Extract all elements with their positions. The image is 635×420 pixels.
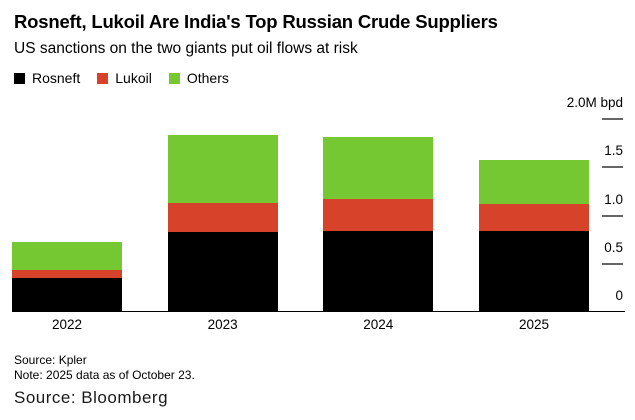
bar-segment-lukoil-2023: [167, 202, 278, 232]
y-tick-mark: [602, 118, 623, 120]
bar-segment-rosneft-2023: [167, 231, 278, 311]
y-tick-label-1.5: 1.5: [604, 143, 623, 159]
y-tick-mark: [602, 214, 623, 217]
y-tick-label-2.0m-bpd: 2.0M bpd: [566, 95, 623, 110]
attribution: Source: Bloomberg: [14, 388, 169, 407]
chart-title: Rosneft, Lukoil Are India's Top Russian …: [14, 11, 498, 32]
bar-segment-lukoil-2024: [323, 199, 434, 231]
legend-item-others: Others: [168, 70, 229, 86]
bar-segment-lukoil-2022: [12, 270, 122, 279]
bar-segment-rosneft-2022: [12, 278, 122, 311]
legend-label: Lukoil: [115, 70, 152, 86]
y-tick-label-0: 0: [615, 288, 623, 303]
data-note: Note: 2025 data as of October 23.: [14, 368, 195, 382]
x-tick-label-2022: 2022: [51, 317, 83, 332]
legend-item-lukoil: Lukoil: [97, 70, 152, 86]
x-tick-label-2025: 2025: [518, 317, 550, 332]
legend-swatch-icon: [168, 72, 180, 84]
legend-item-rosneft: Rosneft: [14, 70, 80, 86]
x-tick-label-2024: 2024: [363, 317, 394, 332]
y-tick-label-1.0: 1.0: [604, 191, 623, 207]
bar-segment-others-2024: [323, 137, 434, 200]
y-tick-mark: [602, 166, 623, 169]
bar-segment-lukoil-2025: [479, 203, 589, 231]
legend-label: Others: [186, 70, 229, 86]
bar-segment-others-2025: [479, 160, 589, 204]
bar-segment-others-2023: [167, 135, 278, 203]
y-tick-mark: [602, 262, 623, 265]
chart-subtitle: US sanctions on the two giants put oil f…: [14, 40, 358, 57]
legend: Rosneft Lukoil Others: [14, 70, 229, 86]
x-axis-line: [12, 310, 625, 312]
legend-swatch-icon: [97, 72, 109, 84]
legend-label: Rosneft: [32, 70, 81, 86]
footnotes: Source: Kpler Note: 2025 data as of Octo…: [14, 353, 195, 383]
legend-swatch-icon: [14, 72, 25, 84]
source-note: Source: Kpler: [14, 353, 87, 367]
bar-segment-others-2022: [12, 241, 122, 271]
y-tick-label-0.5: 0.5: [604, 239, 623, 255]
bar-segment-rosneft-2025: [479, 230, 589, 311]
bar-segment-rosneft-2024: [323, 230, 434, 311]
x-tick-label-2023: 2023: [207, 317, 238, 332]
